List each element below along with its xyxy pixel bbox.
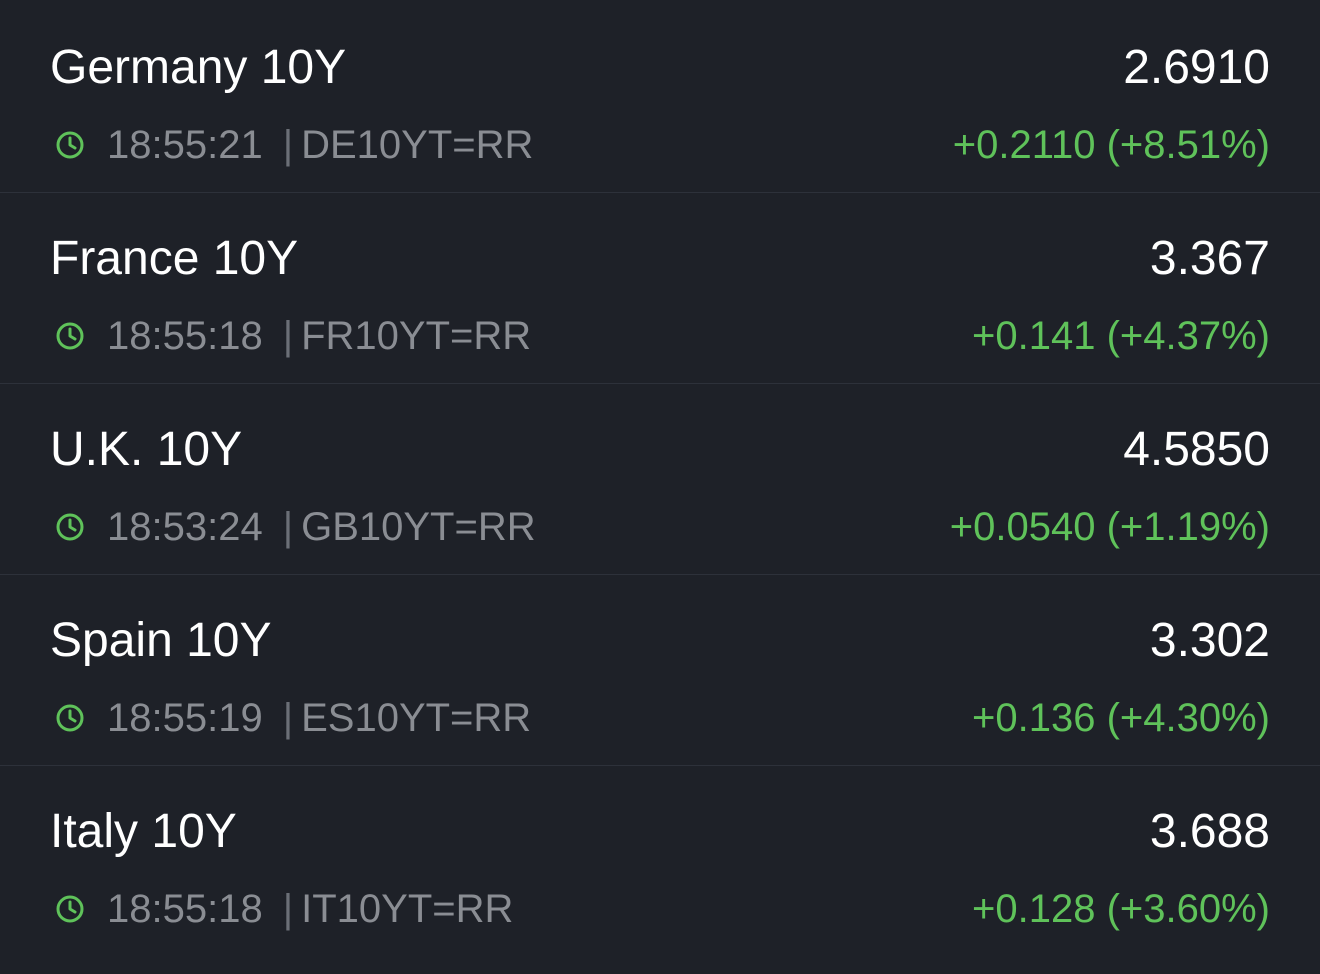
change-value: +0.141 (+4.37%) bbox=[972, 314, 1270, 358]
ric-code: DE10YT=RR bbox=[301, 123, 534, 167]
meta-separator: | bbox=[282, 505, 294, 549]
quote-meta: 18:53:24 | GB10YT=RR bbox=[55, 502, 536, 552]
ric-code: FR10YT=RR bbox=[301, 314, 532, 358]
instrument-name: Spain 10Y bbox=[50, 614, 272, 667]
change-value: +0.2110 (+8.51%) bbox=[952, 123, 1270, 167]
quote-meta: 18:55:19 | ES10YT=RR bbox=[55, 693, 531, 743]
meta-separator: | bbox=[282, 123, 294, 167]
quote-meta: 18:55:18 | FR10YT=RR bbox=[55, 311, 531, 361]
quote-time: 18:55:18 bbox=[107, 314, 263, 358]
instrument-name: U.K. 10Y bbox=[50, 423, 243, 476]
clock-icon bbox=[56, 513, 84, 541]
change-value: +0.128 (+3.60%) bbox=[972, 887, 1270, 931]
instrument-name: France 10Y bbox=[50, 232, 299, 285]
quote-time: 18:53:24 bbox=[107, 505, 263, 549]
instrument-name: Italy 10Y bbox=[50, 805, 237, 858]
meta-separator: | bbox=[282, 696, 294, 740]
instrument-name: Germany 10Y bbox=[50, 41, 347, 94]
quote-time: 18:55:19 bbox=[107, 696, 263, 740]
quote-meta: 18:55:18 | IT10YT=RR bbox=[55, 884, 513, 934]
ric-code: IT10YT=RR bbox=[301, 887, 514, 931]
change-value: +0.0540 (+1.19%) bbox=[949, 505, 1270, 549]
yield-value: 4.5850 bbox=[1123, 423, 1270, 476]
quote-time: 18:55:18 bbox=[107, 887, 263, 931]
yield-value: 3.367 bbox=[1149, 232, 1270, 285]
ric-code: GB10YT=RR bbox=[301, 505, 536, 549]
clock-icon bbox=[56, 895, 84, 923]
quote-meta: 18:55:21 | DE10YT=RR bbox=[55, 120, 533, 170]
clock-icon bbox=[56, 704, 84, 732]
quote-row-france[interactable]: France 10Y 3.367 18:55:18 | FR10YT=RR +0… bbox=[0, 193, 1320, 384]
quote-row-spain[interactable]: Spain 10Y 3.302 18:55:19 | ES10YT=RR +0.… bbox=[0, 575, 1320, 766]
quote-row-germany[interactable]: Germany 10Y 2.6910 18:55:21 | DE10YT=RR … bbox=[0, 2, 1320, 193]
yield-value: 2.6910 bbox=[1123, 41, 1270, 94]
quote-row-italy[interactable]: Italy 10Y 3.688 18:55:18 | IT10YT=RR +0.… bbox=[0, 766, 1320, 957]
clock-icon bbox=[56, 131, 84, 159]
clock-icon bbox=[56, 322, 84, 350]
quote-time: 18:55:21 bbox=[107, 123, 263, 167]
yield-value: 3.688 bbox=[1149, 805, 1270, 858]
quote-row-uk[interactable]: U.K. 10Y 4.5850 18:53:24 | GB10YT=RR +0.… bbox=[0, 384, 1320, 575]
meta-separator: | bbox=[282, 887, 294, 931]
ric-code: ES10YT=RR bbox=[301, 696, 532, 740]
yield-value: 3.302 bbox=[1149, 614, 1270, 667]
meta-separator: | bbox=[282, 314, 294, 358]
change-value: +0.136 (+4.30%) bbox=[972, 696, 1270, 740]
